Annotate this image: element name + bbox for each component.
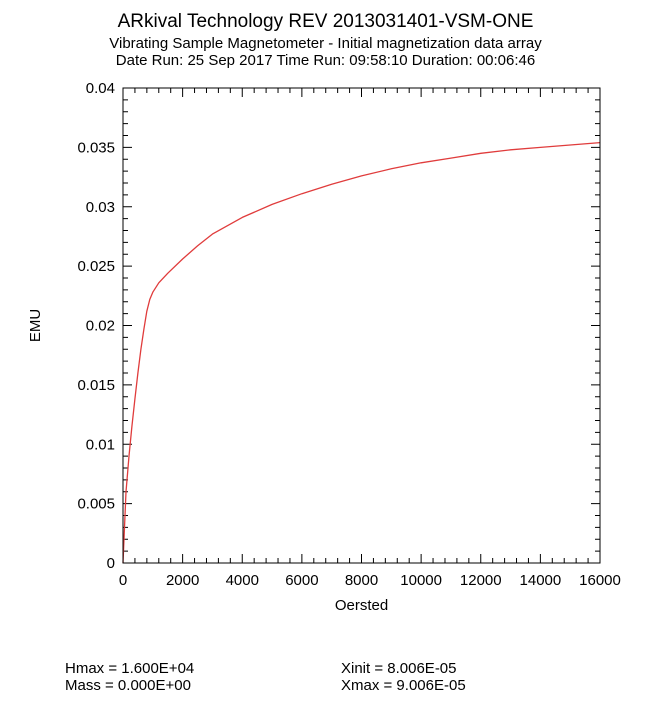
series-line — [122, 141, 601, 564]
x-tick-label: 16000 — [579, 572, 621, 589]
x-tick-label: 0 — [119, 572, 127, 589]
run-info: Date Run: 25 Sep 2017 Time Run: 09:58:10… — [115, 52, 536, 69]
x-tick-label: 14000 — [520, 572, 562, 589]
x-axis-label: Oersted — [335, 597, 388, 614]
y-axis-label: EMU — [27, 309, 44, 342]
axis-ticks — [122, 87, 601, 564]
y-tick-label: 0.01 — [86, 436, 115, 453]
plot-frame — [122, 87, 601, 564]
xmax-value: Xmax = 9.006E-05 — [341, 677, 466, 694]
y-tick-label: 0.025 — [77, 258, 115, 275]
x-tick-label: 10000 — [400, 572, 442, 589]
mass-value: Mass = 0.000E+00 — [65, 677, 191, 694]
chart-title: ARkival Technology REV 2013031401-VSM-ON… — [117, 11, 534, 32]
data-series — [122, 141, 601, 564]
x-tick-label: 2000 — [166, 572, 199, 589]
axis-tick-labels: 0 2000 4000 6000 8000 10000 12000 14000 16000 0 0.… — [77, 80, 620, 589]
y-tick-label: 0.005 — [77, 496, 115, 513]
y-tick-label: 0.015 — [77, 377, 115, 394]
y-tick-label: 0.03 — [86, 199, 115, 216]
xinit-value: Xinit = 8.006E-05 — [341, 660, 457, 677]
y-tick-label: 0.04 — [86, 80, 115, 97]
x-tick-label: 6000 — [285, 572, 318, 589]
y-tick-label: 0.035 — [77, 139, 115, 156]
x-tick-label: 12000 — [460, 572, 502, 589]
x-tick-label: 4000 — [226, 572, 259, 589]
chart-subtitle: Vibrating Sample Magnetometer - Initial … — [109, 35, 542, 52]
y-tick-label: 0 — [107, 555, 115, 572]
hmax-value: Hmax = 1.600E+04 — [65, 660, 195, 677]
y-tick-label: 0.02 — [86, 318, 115, 335]
x-tick-label: 8000 — [345, 572, 378, 589]
